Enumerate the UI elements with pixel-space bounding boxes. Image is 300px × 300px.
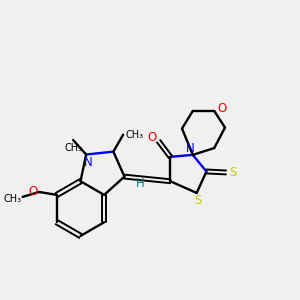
Text: O: O	[218, 103, 227, 116]
Text: H: H	[136, 177, 145, 190]
Text: N: N	[84, 156, 92, 169]
Text: O: O	[147, 131, 156, 144]
Text: O: O	[29, 184, 38, 197]
Text: CH₃: CH₃	[4, 194, 22, 204]
Text: CH₃: CH₃	[64, 143, 82, 153]
Text: S: S	[194, 194, 201, 207]
Text: N: N	[185, 142, 194, 154]
Text: CH₃: CH₃	[126, 130, 144, 140]
Text: S: S	[229, 166, 236, 179]
